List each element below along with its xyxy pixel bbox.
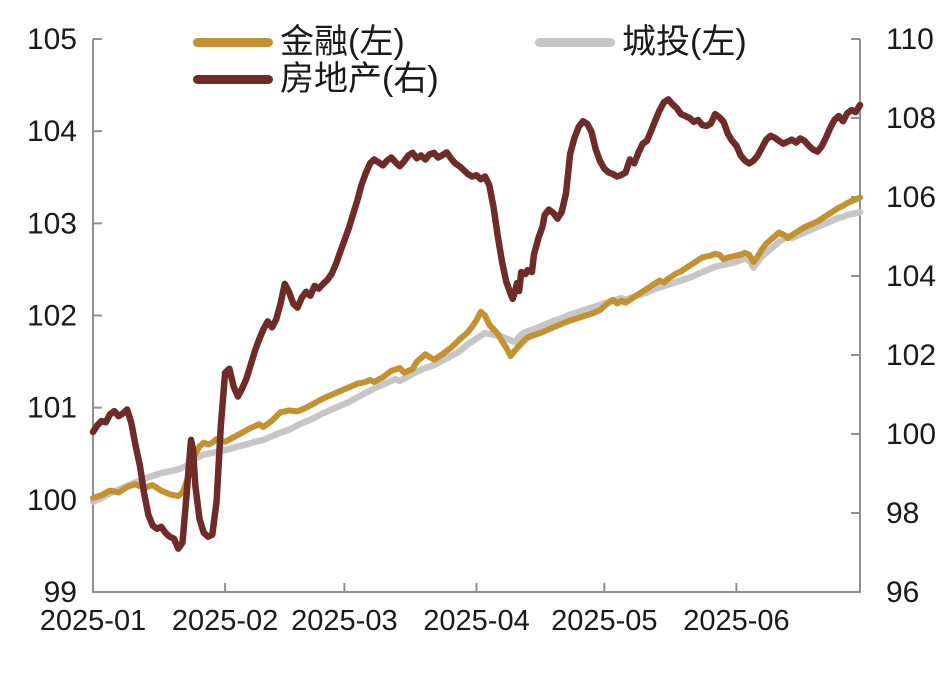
legend-label-realestate: 房地产(右) [280, 60, 439, 98]
x-axis-tick-label: 2025-01 [40, 605, 146, 637]
x-axis-tick-label: 2025-03 [291, 605, 397, 637]
left-axis-tick-label: 100 [27, 484, 77, 517]
left-axis-tick-label: 103 [27, 207, 77, 240]
left-axis-tick-label: 105 [27, 23, 77, 56]
legend-item-finance: 金融(左) [193, 23, 405, 61]
right-axis-tick-label: 104 [886, 260, 936, 293]
legend-item-realestate: 房地产(右) [193, 60, 439, 98]
right-axis-tick-label: 102 [886, 339, 936, 372]
series-realestate-line [89, 96, 864, 552]
series-finance-line [90, 194, 863, 501]
right-axis-tick-label: 108 [886, 102, 936, 135]
left-axis-tick-label: 99 [44, 576, 77, 609]
x-axis-tick-label: 2025-05 [551, 605, 657, 637]
legend-swatch-finance [193, 37, 273, 47]
right-axis-tick-label: 106 [886, 181, 936, 214]
x-axis-tick-label: 2025-02 [172, 605, 278, 637]
legend-swatch-chengtou [535, 37, 615, 47]
right-axis-tick-label: 110 [886, 23, 934, 56]
legend-swatch-realestate [193, 74, 273, 84]
right-axis-tick-label: 100 [886, 418, 936, 451]
x-axis-tick-label: 2025-04 [423, 605, 529, 637]
legend-item-chengtou: 城投(左) [535, 23, 747, 61]
legend-label-chengtou: 城投(左) [622, 23, 747, 61]
left-axis-tick-label: 102 [27, 300, 77, 333]
right-axis-tick-label: 96 [886, 576, 919, 609]
series-chengtou-line [89, 209, 864, 505]
left-axis-tick-label: 104 [27, 115, 77, 148]
right-axis-tick-label: 98 [886, 497, 919, 530]
legend-label-finance: 金融(左) [280, 23, 405, 61]
left-axis-tick-label: 101 [27, 392, 77, 425]
x-axis-tick-label: 2025-06 [683, 605, 789, 637]
